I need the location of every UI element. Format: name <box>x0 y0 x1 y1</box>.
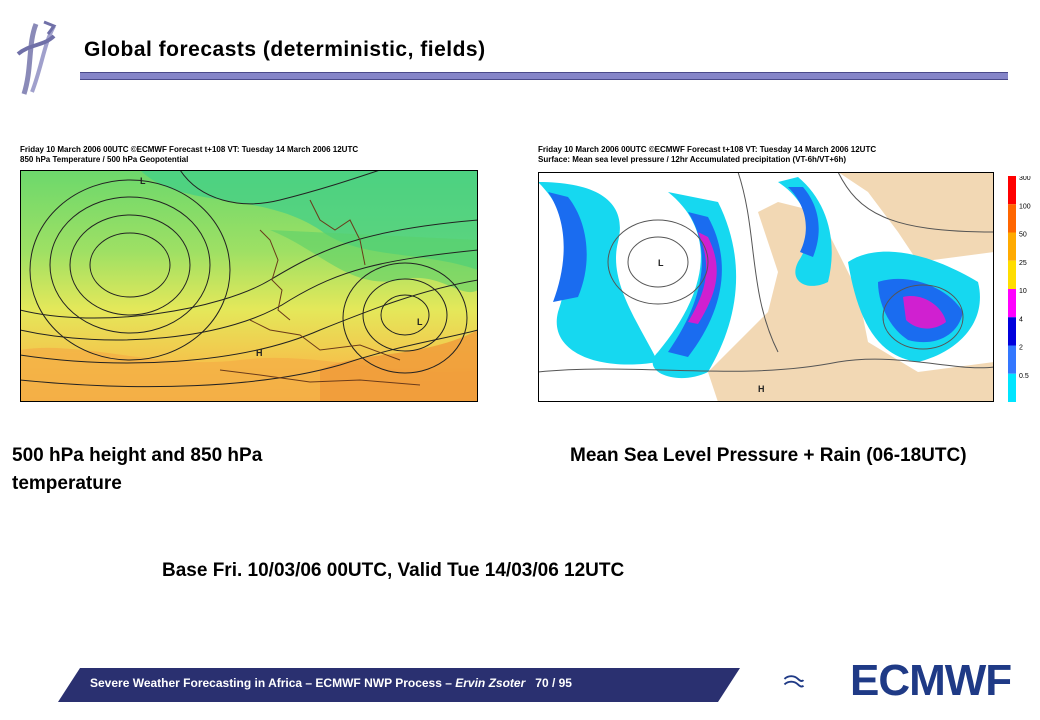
legend-label: 50 <box>1019 232 1027 239</box>
right-map-header-2: Surface: Mean sea level pressure / 12hr … <box>538 155 847 164</box>
legend-label: 25 <box>1019 260 1027 267</box>
footer-author: Ervin Zsoter <box>455 676 526 690</box>
left-forecast-map: H L L <box>20 170 478 402</box>
legend-swatch <box>1008 204 1016 233</box>
legend-label: 0.5 <box>1019 373 1029 380</box>
ecmwf-logo-text: ECMWF <box>850 656 1012 705</box>
svg-text:H: H <box>758 384 765 394</box>
svg-text:L: L <box>417 317 423 327</box>
legend-label: 100 <box>1019 203 1031 210</box>
legend-label: 300 <box>1019 176 1031 182</box>
slide-title: Global forecasts (deterministic, fields) <box>84 38 486 61</box>
ecmwf-logo-icon <box>783 675 805 688</box>
footer-page-number: 70 / 95 <box>535 676 572 690</box>
footer-text: Severe Weather Forecasting in Africa – E… <box>90 676 572 690</box>
right-map-caption: Mean Sea Level Pressure + Rain (06-18UTC… <box>570 445 967 466</box>
svg-text:L: L <box>140 176 146 186</box>
legend-label: 4 <box>1019 316 1023 323</box>
svg-text:H: H <box>256 348 263 358</box>
left-map-header-2: 850 hPa Temperature / 500 hPa Geopotenti… <box>20 155 189 164</box>
left-map-caption: 500 hPa height and 850 hPa temperature <box>12 445 263 494</box>
legend-swatch <box>1008 260 1016 289</box>
legend-label: 10 <box>1019 288 1027 295</box>
right-forecast-map: L H <box>538 172 994 402</box>
legend-swatch <box>1008 373 1016 402</box>
footer-main: Severe Weather Forecasting in Africa – E… <box>90 676 456 690</box>
left-map-header-1: Friday 10 March 2006 00UTC ©ECMWF Foreca… <box>20 145 359 154</box>
legend-swatch <box>1008 232 1016 261</box>
legend-swatch <box>1008 289 1016 318</box>
legend-swatch <box>1008 345 1016 374</box>
ecmwf-swirl-logo <box>16 20 57 95</box>
base-valid-time: Base Fri. 10/03/06 00UTC, Valid Tue 14/0… <box>162 560 625 581</box>
legend-swatch <box>1008 176 1016 205</box>
svg-text:L: L <box>658 258 664 268</box>
precipitation-legend: 300 100 50 25 10 4 2 0.5 <box>1008 175 1036 402</box>
footer-bar <box>58 668 740 702</box>
legend-swatch <box>1008 317 1016 346</box>
right-map-header-1: Friday 10 March 2006 00UTC ©ECMWF Foreca… <box>538 145 877 154</box>
legend-label: 2 <box>1019 345 1023 352</box>
title-divider <box>80 72 1008 80</box>
